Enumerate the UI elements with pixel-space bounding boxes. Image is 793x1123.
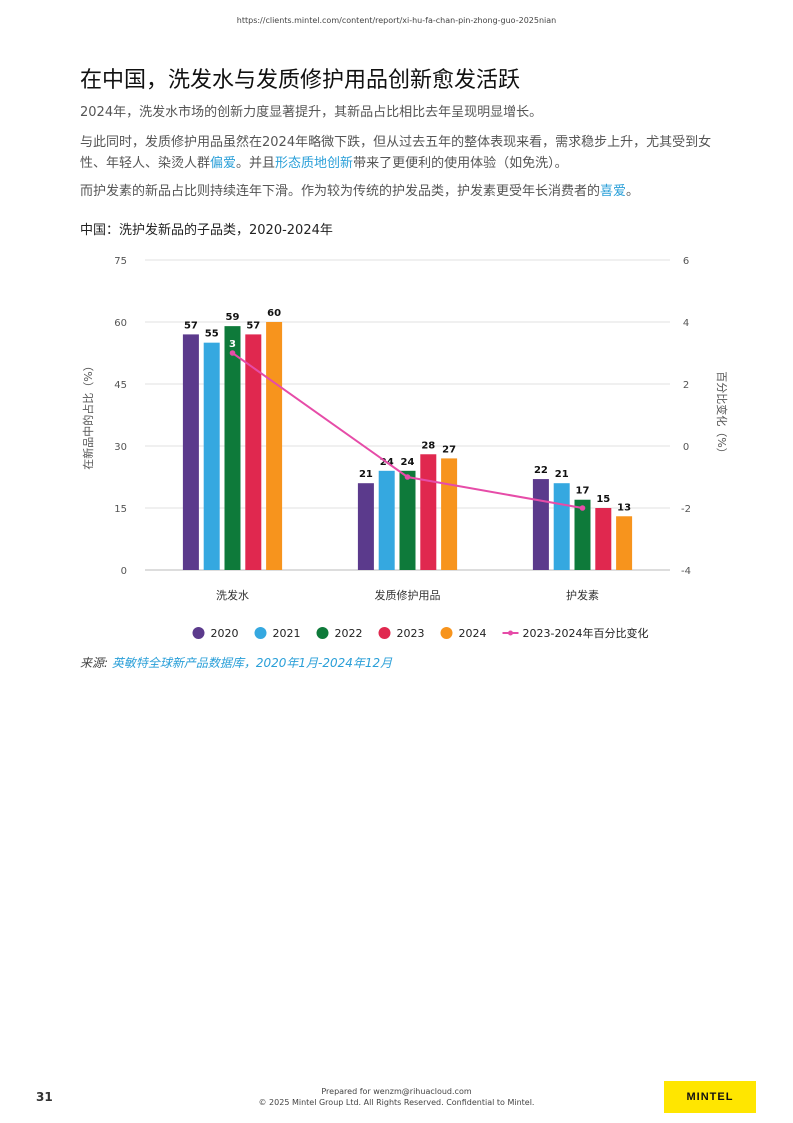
legend-marker — [440, 627, 453, 639]
link-fondness[interactable]: 喜爱 — [600, 184, 627, 199]
bar-2023 — [245, 334, 262, 570]
bar-2020 — [357, 483, 374, 570]
bar-2024 — [441, 458, 458, 570]
link-preference[interactable]: 偏爱 — [210, 156, 237, 171]
y-tick-label: 60 — [114, 318, 127, 329]
source-label: 来源: — [80, 656, 112, 670]
bar-2021 — [378, 470, 395, 570]
legend-marker — [508, 630, 513, 636]
bar-value-label: 28 — [421, 440, 435, 451]
y2-tick-label: -2 — [681, 504, 691, 515]
paragraph-3-text-a: 而护发素的新品占比则持续连年下滑。作为较为传统的护发品类，护发素更受年长消费者的 — [80, 184, 601, 199]
bar-2024 — [266, 322, 283, 570]
bar-2023 — [420, 454, 437, 570]
bar-2023 — [595, 508, 612, 570]
paragraph-3-text-b: 。 — [626, 184, 640, 199]
page-title: 在中国，洗发水与发质修护用品创新愈发活跃 — [80, 68, 521, 93]
bar-value-label: 59 — [226, 312, 240, 323]
y2-tick-label: 0 — [683, 442, 689, 453]
line-point — [229, 350, 236, 356]
page-number: 31 — [36, 1090, 53, 1104]
bar-value-label: 60 — [267, 308, 281, 319]
bar-value-label: 21 — [359, 469, 373, 480]
y2-tick-label: 6 — [683, 256, 689, 267]
bar-value-label: 57 — [246, 320, 260, 331]
bar-2021 — [203, 342, 220, 570]
page-url: https://clients.mintel.com/content/repor… — [236, 16, 557, 25]
legend-label: 2023 — [397, 627, 425, 640]
bar-value-label: 24 — [401, 457, 415, 468]
footer: Prepared for wenzm@rihuacloud.com © 2025… — [0, 1086, 793, 1108]
bar-value-label: 13 — [617, 502, 631, 513]
y-tick-label: 45 — [114, 380, 127, 391]
source-link[interactable]: 英敏特全球新产品数据库，2020年1月-2024年12月 — [111, 656, 393, 670]
legend-marker — [378, 627, 391, 639]
mintel-logo: MINTEL — [664, 1081, 756, 1113]
x-category-label: 护发素 — [566, 588, 599, 602]
paragraph-2-text-c: 带来了更便利的使用体验（如免洗）。 — [353, 156, 568, 171]
paragraph-2-text-b: 。并且 — [236, 156, 276, 171]
bar-2022 — [224, 326, 241, 570]
legend-marker — [192, 627, 205, 639]
legend-marker — [316, 627, 329, 639]
legend-label: 2023-2024年百分比变化 — [523, 626, 649, 640]
bar-2024 — [616, 516, 633, 570]
bar-value-label: 22 — [534, 465, 548, 476]
y2-tick-label: 2 — [683, 380, 689, 391]
y-tick-label: 30 — [114, 442, 127, 453]
source-note: 来源: 英敏特全球新产品数据库，2020年1月-2024年12月 — [80, 654, 392, 671]
y-tick-label: 75 — [114, 256, 127, 267]
footer-prepared: Prepared for wenzm@rihuacloud.com — [321, 1087, 472, 1096]
legend-label: 2024 — [459, 627, 487, 640]
chart-container: 0 15 30 45 60 75 -4 -2 0 2 4 6 在新品中的占比（%） 百分比变化（%） 57 5… — [70, 240, 750, 660]
bar-2022 — [574, 499, 591, 570]
line-point — [579, 505, 586, 511]
bar-2021 — [553, 483, 570, 570]
x-category-label: 洗发水 — [216, 588, 249, 602]
footer-copyright: © 2025 Mintel Group Ltd. All Rights Rese… — [258, 1098, 535, 1107]
legend-label: 2020 — [211, 627, 239, 640]
paragraph-2-text-a: 与此同时，发质修护用品虽然在2024年略微下跌，但从过去五年的整体表现来看，需求… — [80, 135, 712, 171]
y-axis-label: 在新品中的占比（%） — [81, 360, 95, 469]
bar-value-label: 21 — [555, 469, 569, 480]
bar-2022 — [399, 470, 416, 570]
chart-title: 中国：洗护发新品的子品类，2020-2024年 — [80, 223, 333, 238]
x-category-label: 发质修护用品 — [375, 588, 441, 602]
legend-marker — [254, 627, 267, 639]
legend-label: 2022 — [335, 627, 363, 640]
bar-value-label: 57 — [184, 320, 198, 331]
bar-value-label: 27 — [442, 444, 456, 455]
bar-2020 — [182, 334, 199, 570]
link-texture-innovation[interactable]: 形态质地创新 — [275, 156, 354, 171]
y2-tick-label: 4 — [683, 318, 689, 329]
legend-label: 2021 — [273, 627, 301, 640]
paragraph-1: 2024年，洗发水市场的创新力度显著提升，其新品占比相比去年呈现明显增长。 — [80, 105, 543, 120]
line-point — [404, 474, 411, 480]
bar-value-label: 17 — [576, 486, 590, 497]
paragraph-2: 与此同时，发质修护用品虽然在2024年略微下跌，但从过去五年的整体表现来看，需求… — [80, 132, 730, 174]
y-tick-label: 15 — [114, 504, 127, 515]
paragraph-3: 而护发素的新品占比则持续连年下滑。作为较为传统的护发品类，护发素更受年长消费者的… — [80, 181, 730, 202]
bar-value-label: 15 — [596, 494, 610, 505]
y2-axis-label: 百分比变化（%） — [715, 371, 729, 458]
line-value-label: 3 — [229, 339, 236, 350]
y2-tick-label: -4 — [681, 566, 691, 577]
bar-value-label: 55 — [205, 329, 219, 340]
bar-2020 — [532, 479, 549, 570]
y-tick-label: 0 — [121, 566, 127, 577]
